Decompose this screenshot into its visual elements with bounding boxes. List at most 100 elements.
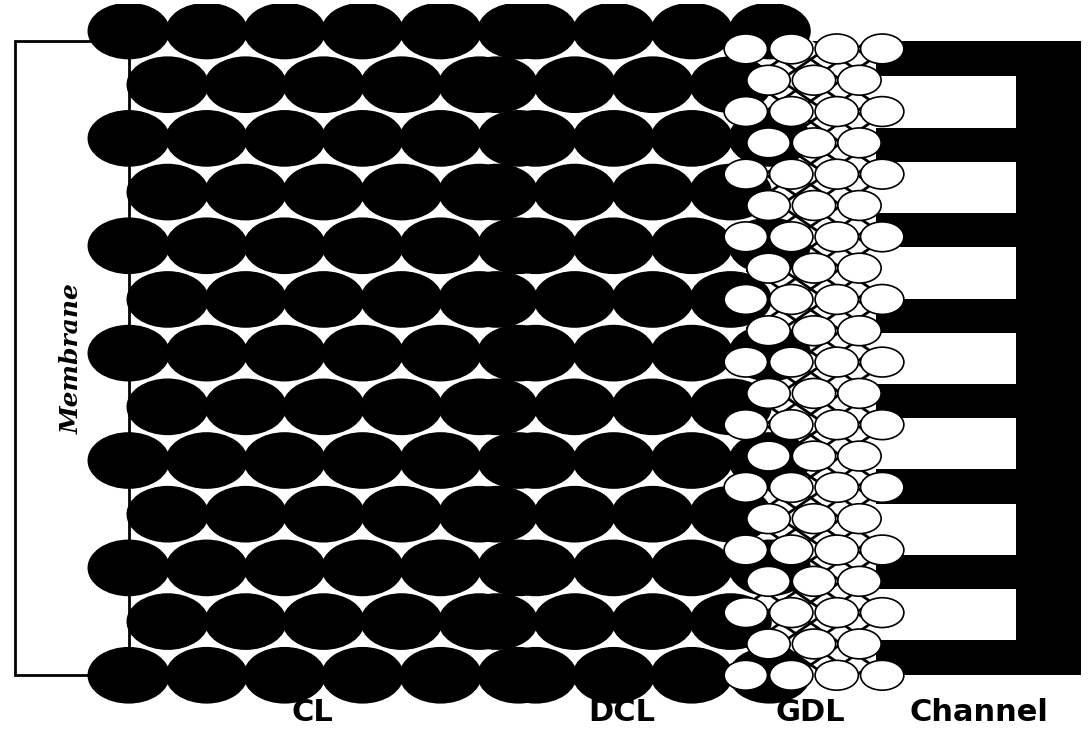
- Circle shape: [456, 164, 538, 220]
- Circle shape: [747, 191, 790, 220]
- Circle shape: [792, 253, 836, 283]
- Bar: [876, 41, 1081, 76]
- Circle shape: [650, 540, 733, 596]
- Circle shape: [127, 164, 208, 220]
- Circle shape: [204, 271, 287, 328]
- Circle shape: [399, 110, 481, 167]
- Circle shape: [769, 347, 813, 377]
- Circle shape: [283, 486, 364, 543]
- Circle shape: [322, 3, 404, 60]
- Circle shape: [533, 379, 616, 435]
- Circle shape: [360, 379, 443, 435]
- Circle shape: [127, 271, 208, 328]
- Circle shape: [838, 504, 882, 534]
- Circle shape: [322, 217, 404, 274]
- Circle shape: [87, 540, 170, 596]
- Circle shape: [399, 217, 481, 274]
- Circle shape: [729, 647, 811, 703]
- Circle shape: [477, 432, 560, 489]
- Circle shape: [861, 661, 903, 690]
- Circle shape: [243, 3, 326, 60]
- Circle shape: [724, 159, 767, 189]
- Circle shape: [166, 540, 248, 596]
- Circle shape: [690, 379, 771, 435]
- Circle shape: [724, 284, 767, 314]
- Circle shape: [533, 57, 616, 113]
- Circle shape: [322, 647, 404, 703]
- Circle shape: [861, 97, 903, 127]
- Circle shape: [439, 593, 520, 650]
- Circle shape: [861, 347, 903, 377]
- Circle shape: [127, 593, 208, 650]
- Circle shape: [204, 164, 287, 220]
- Circle shape: [204, 57, 287, 113]
- Circle shape: [861, 473, 903, 502]
- Circle shape: [243, 540, 326, 596]
- Circle shape: [360, 57, 443, 113]
- Circle shape: [861, 535, 903, 565]
- Circle shape: [861, 410, 903, 440]
- Bar: [1016, 41, 1081, 676]
- Circle shape: [729, 3, 811, 60]
- Circle shape: [322, 325, 404, 382]
- Circle shape: [769, 97, 813, 127]
- Text: Channel: Channel: [909, 698, 1048, 727]
- Circle shape: [166, 110, 248, 167]
- Circle shape: [322, 540, 404, 596]
- Circle shape: [283, 164, 364, 220]
- Circle shape: [166, 432, 248, 489]
- Circle shape: [747, 629, 790, 659]
- Circle shape: [494, 432, 577, 489]
- Circle shape: [360, 164, 443, 220]
- Bar: [876, 555, 1016, 589]
- Circle shape: [612, 271, 694, 328]
- Circle shape: [573, 325, 655, 382]
- Circle shape: [494, 540, 577, 596]
- Circle shape: [769, 598, 813, 627]
- Circle shape: [724, 97, 767, 127]
- Circle shape: [204, 379, 287, 435]
- Circle shape: [322, 110, 404, 167]
- Circle shape: [456, 486, 538, 543]
- Circle shape: [815, 159, 859, 189]
- Circle shape: [729, 110, 811, 167]
- Circle shape: [204, 593, 287, 650]
- Circle shape: [87, 3, 170, 60]
- Circle shape: [243, 217, 326, 274]
- Circle shape: [815, 284, 859, 314]
- Text: DCL: DCL: [588, 698, 655, 727]
- Circle shape: [729, 325, 811, 382]
- Circle shape: [439, 379, 520, 435]
- Circle shape: [815, 34, 859, 64]
- Circle shape: [724, 598, 767, 627]
- Circle shape: [838, 128, 882, 158]
- Circle shape: [838, 566, 882, 596]
- Circle shape: [612, 379, 694, 435]
- Circle shape: [861, 222, 903, 252]
- Circle shape: [456, 57, 538, 113]
- Circle shape: [838, 253, 882, 283]
- Circle shape: [166, 647, 248, 703]
- Circle shape: [792, 629, 836, 659]
- Circle shape: [573, 3, 655, 60]
- Circle shape: [815, 97, 859, 127]
- Circle shape: [439, 486, 520, 543]
- Circle shape: [747, 379, 790, 409]
- Circle shape: [769, 159, 813, 189]
- Circle shape: [87, 432, 170, 489]
- Circle shape: [456, 593, 538, 650]
- Circle shape: [815, 661, 859, 690]
- Circle shape: [87, 647, 170, 703]
- Circle shape: [747, 66, 790, 95]
- Circle shape: [573, 110, 655, 167]
- Circle shape: [724, 34, 767, 64]
- Circle shape: [792, 379, 836, 409]
- Circle shape: [769, 34, 813, 64]
- Circle shape: [494, 3, 577, 60]
- Circle shape: [399, 540, 481, 596]
- Circle shape: [477, 325, 560, 382]
- Circle shape: [243, 110, 326, 167]
- Circle shape: [166, 3, 248, 60]
- Circle shape: [861, 34, 903, 64]
- Circle shape: [494, 110, 577, 167]
